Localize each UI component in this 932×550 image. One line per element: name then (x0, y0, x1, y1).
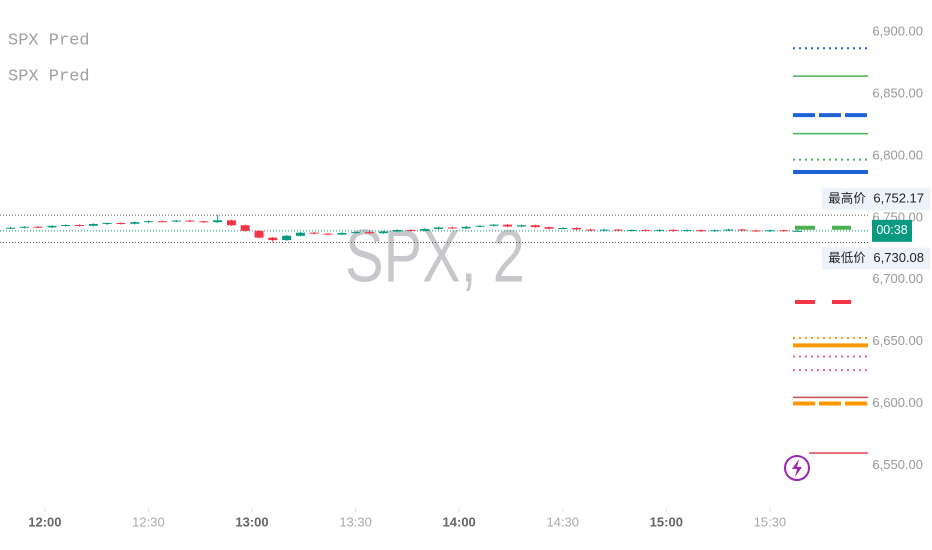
candle-body (599, 229, 609, 231)
x-tick-label: 14:30 (546, 514, 579, 529)
y-tick-label: 6,700.00 (872, 271, 923, 286)
candle-body (696, 230, 706, 232)
candle-body (641, 229, 651, 231)
x-tick-label: 15:00 (650, 514, 683, 529)
candle-body (75, 225, 84, 227)
candle-body (19, 226, 29, 228)
y-tick-label: 6,600.00 (872, 395, 923, 410)
y-tick-label: 6,650.00 (872, 333, 923, 348)
candle-body (489, 224, 499, 226)
last-price-countdown: 00:38 (876, 223, 907, 237)
candle-body (378, 231, 388, 234)
candle-body (33, 226, 43, 228)
candle-body (5, 227, 15, 229)
candle-body (392, 229, 402, 232)
marker-value: 6,752.17 (873, 191, 924, 206)
candle-body (351, 232, 361, 234)
candle-body (295, 232, 305, 236)
candle-body (655, 229, 664, 231)
candle-body (199, 221, 209, 223)
x-tick-label: 12:30 (132, 514, 165, 529)
candle-body (130, 222, 140, 224)
candle-body (572, 227, 582, 230)
candle-body (544, 227, 554, 229)
candle-body (102, 223, 112, 225)
legend-item[interactable]: SPX Pred (8, 31, 90, 50)
candle-body (737, 229, 747, 231)
candle-body (47, 225, 57, 228)
x-tick-label: 14:00 (443, 514, 476, 529)
candle-body (434, 227, 444, 229)
candle-body (254, 230, 264, 238)
candle-body (365, 232, 374, 234)
candle-body (185, 220, 195, 222)
candle-body (461, 226, 471, 229)
x-tick-label: 13:00 (235, 514, 268, 529)
watermark: SPX, 2 (345, 216, 525, 299)
candle-body (765, 230, 775, 232)
candle-body (585, 229, 595, 231)
candle-body (627, 229, 637, 231)
candle-body (282, 235, 292, 241)
marker-bg (822, 188, 872, 211)
candle-body (779, 230, 789, 232)
candle-body (668, 229, 678, 231)
candle-body (88, 224, 98, 226)
candle-body (323, 233, 333, 235)
candle-body (420, 228, 430, 231)
x-tick-label: 13:30 (339, 514, 372, 529)
alert-icon[interactable] (784, 455, 810, 481)
candle-body (171, 220, 181, 222)
candle-body (613, 229, 623, 231)
y-tick-label: 6,850.00 (872, 86, 923, 101)
candle-body (530, 225, 540, 228)
candle-body (61, 225, 71, 227)
candle-body (447, 227, 457, 229)
candles (5, 215, 803, 243)
candle-body (157, 221, 167, 223)
y-tick-label: 6,800.00 (872, 147, 923, 162)
x-tick-label: 15:30 (754, 514, 787, 529)
candle-body (116, 223, 126, 225)
candle-body (309, 232, 319, 234)
candle-body (516, 225, 526, 227)
candle-body (226, 220, 236, 226)
y-tick-label: 6,550.00 (872, 457, 923, 472)
marker-label: 最高价 (828, 190, 866, 205)
candle-body (503, 224, 513, 227)
candle-body (213, 220, 223, 223)
last-price-bg (872, 219, 912, 242)
legend-item[interactable]: SPX Pred (8, 67, 90, 86)
candle-body (475, 225, 485, 227)
candle-body (337, 232, 347, 235)
candle-body (144, 221, 154, 223)
candle-body (268, 237, 278, 241)
y-tick-label: 6,900.00 (872, 24, 923, 39)
candle-body (406, 229, 416, 231)
marker-value-bg (872, 247, 930, 270)
candle-body (793, 230, 803, 232)
candle-body (682, 230, 692, 232)
candle-body (751, 230, 761, 232)
candle-body (724, 229, 734, 231)
candle-body (558, 227, 568, 229)
candle-body (710, 230, 720, 232)
marker-label: 最低价 (828, 251, 866, 265)
marker-bg (822, 247, 872, 270)
candle-body (240, 225, 250, 231)
marker-value-bg (872, 188, 930, 211)
marker-value: 6,730.08 (873, 250, 924, 265)
x-tick-label: 12:00 (28, 514, 61, 529)
